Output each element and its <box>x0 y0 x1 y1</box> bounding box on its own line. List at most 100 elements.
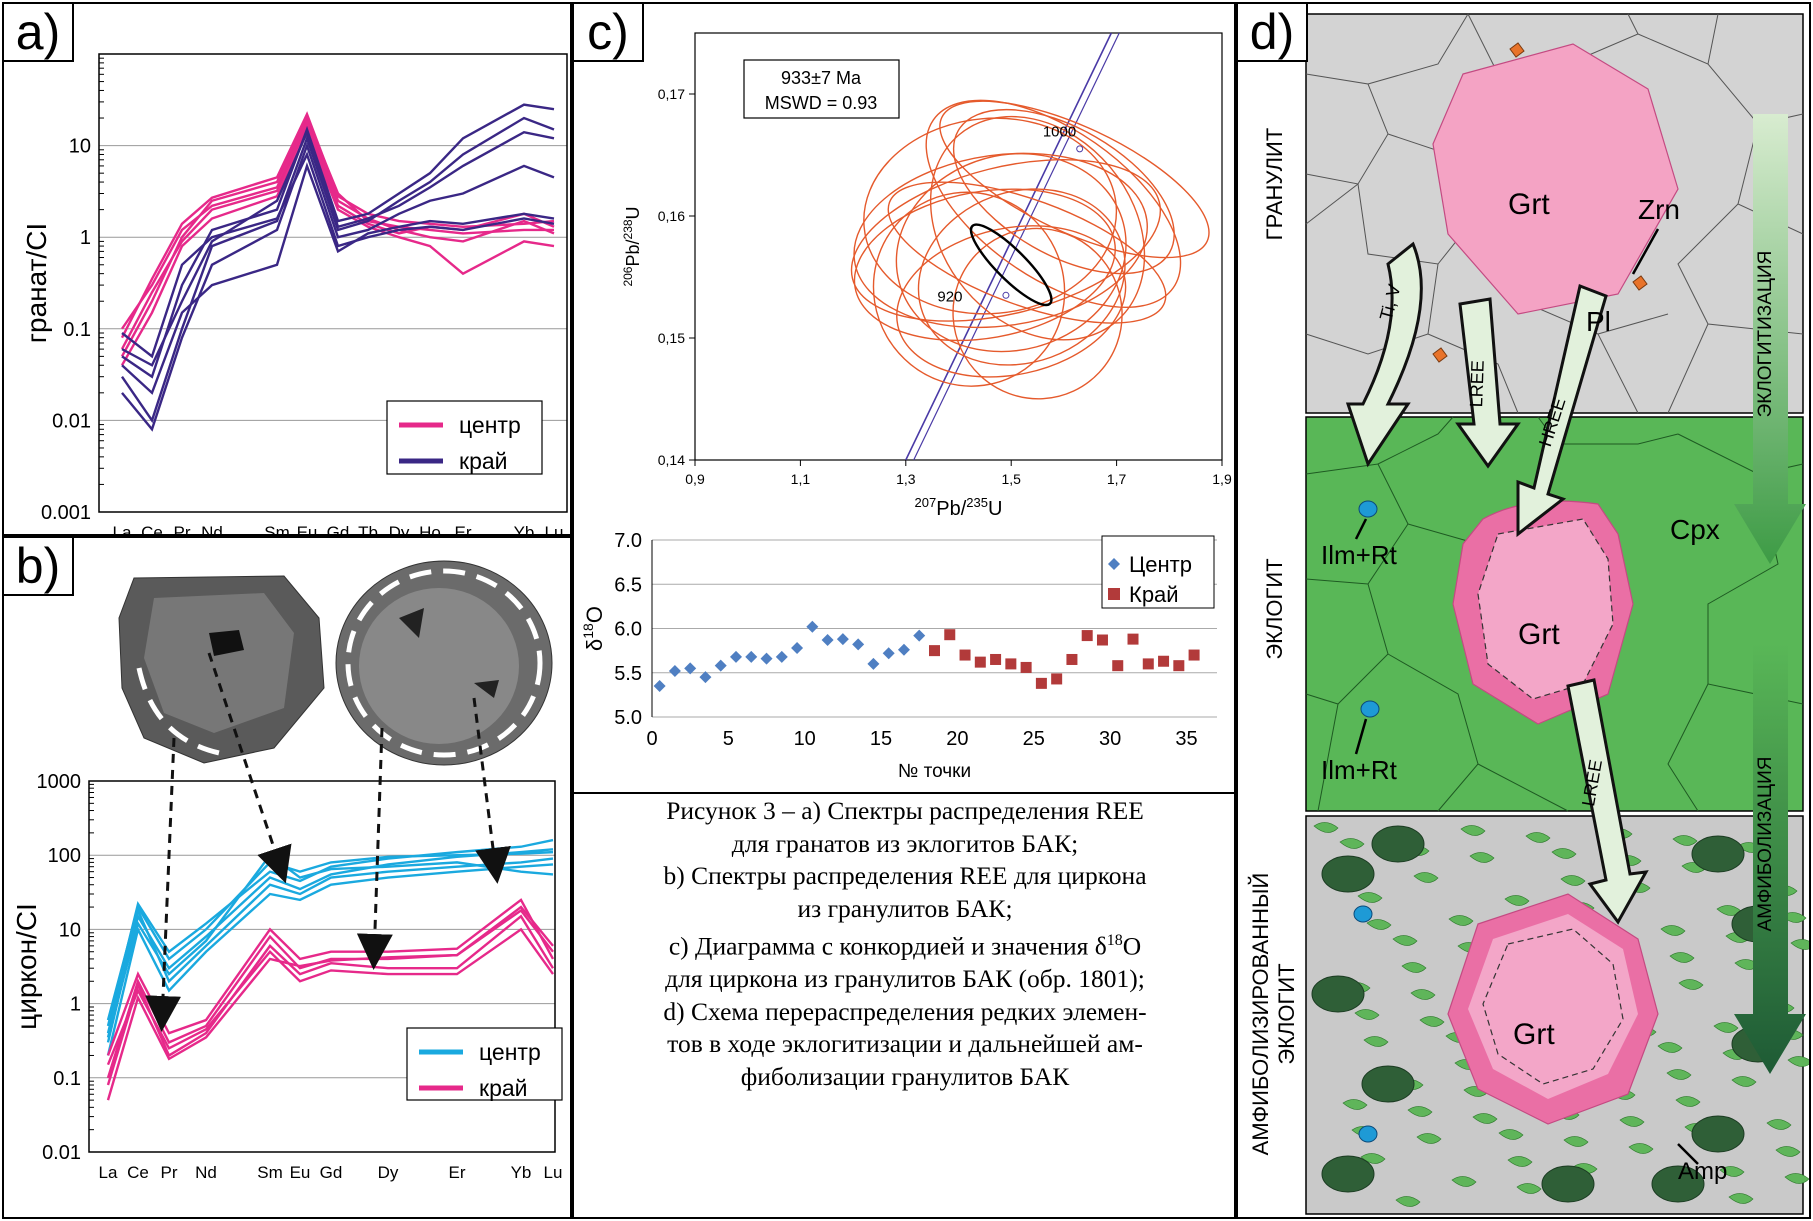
label-pl: Pl <box>1586 306 1611 337</box>
error-ellipse <box>895 152 1127 353</box>
grain-boundary <box>1667 323 1709 414</box>
grain-boundary <box>1427 333 1519 414</box>
y-tick-label: 0.1 <box>63 319 91 341</box>
y-axis-label: 206Pb/238U <box>621 206 643 286</box>
zircon-inclusion <box>209 630 244 656</box>
caption-line: c) Диаграмма с конкордией и значения δ18… <box>575 925 1235 963</box>
plot-frame <box>98 53 568 513</box>
legend-label: центр <box>479 1039 541 1065</box>
y-tick-label: 6.0 <box>614 619 642 641</box>
flux-arrow-ti-v <box>1345 241 1423 468</box>
caption-box <box>572 794 1236 1219</box>
stage-label-eclogite: ЭКЛОГИТ <box>1262 558 1287 659</box>
ilm-rt-pointer <box>1354 518 1368 540</box>
d18o-point-center <box>760 652 773 665</box>
y-tick-label: 1 <box>80 227 91 249</box>
grain-boundary <box>1305 183 1359 225</box>
error-ellipse <box>872 191 1066 387</box>
grain-boundary <box>1477 763 1569 812</box>
series-line <box>121 116 555 424</box>
panel-a: 0.001 0.01 0.1 1 10 La Ce Pr Nd Sm Eu Gd Tb Dy Ho Er Yb L… <box>2 2 572 536</box>
symplectite-worm <box>1560 875 1586 886</box>
grain-boundary <box>1667 683 1709 812</box>
flux-arrow-lree <box>1455 297 1521 469</box>
symplectite-worm <box>1628 1143 1654 1154</box>
d18o-point-rim <box>1066 653 1078 665</box>
panel-label-a: a) <box>2 2 74 62</box>
ilmenite-rutile-grain <box>1353 905 1373 923</box>
dashed-arrow <box>356 727 393 970</box>
symplectite-worm <box>1516 1183 1542 1194</box>
error-ellipse <box>929 115 1146 341</box>
x-tick-label: Eu <box>297 523 318 534</box>
symplectite-worm <box>1525 832 1551 843</box>
y-tick-label: 5.5 <box>614 663 642 685</box>
legend-swatch <box>1108 558 1120 570</box>
symplectite-worm <box>1342 1099 1368 1110</box>
dashed-arrow <box>472 697 511 884</box>
caption-line: b) Спектры распределения REE для циркона <box>663 861 1147 890</box>
panel-label-c: c) <box>572 2 644 62</box>
garnet-amph-boundary <box>1482 928 1624 1085</box>
x-tick-label: Yb <box>514 523 535 534</box>
panel-label-b: b) <box>2 536 74 596</box>
symplectite-worm <box>1784 1173 1809 1184</box>
label-zrn: Zrn <box>1638 194 1680 225</box>
symplectite-worm <box>1507 1156 1533 1167</box>
d18o-point-rim <box>1188 649 1200 661</box>
label-cpx: Cpx <box>1670 514 1720 545</box>
d18o-point-rim <box>959 649 971 661</box>
x-tick-label: 1,7 <box>1107 471 1127 487</box>
grain-boundary <box>1317 703 1339 812</box>
d18o-point-center <box>729 650 742 663</box>
label-amp: Amp <box>1678 1158 1727 1185</box>
x-axis-label: № точки <box>898 761 971 782</box>
y-tick-label: 1 <box>70 994 81 1016</box>
x-tick-label: 1,3 <box>896 471 916 487</box>
zircon-zone <box>359 588 519 744</box>
error-ellipse <box>887 181 1167 324</box>
symplectite-worm <box>1787 1056 1809 1067</box>
plot-frame <box>88 780 556 1153</box>
rim-outline <box>136 667 220 756</box>
garnet-granulite <box>1432 43 1679 315</box>
legend-box <box>1101 535 1215 609</box>
y-tick-label: 5.0 <box>614 707 642 729</box>
error-ellipse <box>853 152 1148 329</box>
zrn-pointer <box>1631 228 1660 275</box>
d18o-point-center <box>806 620 819 633</box>
flux-arrow-label: LREE <box>1466 360 1488 408</box>
caption-line: для циркона из гранулитов БАК (обр. 1801… <box>665 964 1145 993</box>
d18o-point-center <box>913 629 926 642</box>
d18o-point-rim <box>1142 658 1154 670</box>
caption-line: из гранулитов БАК; <box>797 893 1013 923</box>
d18o-point-center <box>668 664 681 677</box>
d18o-point-rim <box>974 656 986 668</box>
panel-c: 0,9 1,1 1,3 1,5 1,7 1,9 0,14 0,15 0,16 0,17 207Pb/… <box>572 2 1236 794</box>
series-line <box>121 128 555 367</box>
amphibole-grain <box>1321 1155 1375 1193</box>
d18o-point-center <box>684 662 697 675</box>
x-tick-label: 1,9 <box>1212 471 1232 487</box>
symplectite-worm <box>1498 1129 1524 1140</box>
figure-caption: Рисунок 3 – a) Спектры распределения REE… <box>575 795 1235 1093</box>
flux-arrow-hree <box>1516 283 1608 538</box>
symplectite-worm <box>1448 915 1474 926</box>
y-tick-label: 0.01 <box>42 1142 81 1164</box>
symplectite-worm <box>1416 1133 1442 1144</box>
error-ellipse <box>925 99 1182 308</box>
x-tick-label: 20 <box>946 728 968 750</box>
amphibole-grain <box>1361 1065 1415 1103</box>
zircon-grain-2 <box>335 560 553 766</box>
caption-line: d) Схема перераспределения редких элемен… <box>663 996 1147 1026</box>
zircon-grain <box>1432 347 1448 363</box>
grain-boundary <box>1367 13 1469 85</box>
d18o-point-rim <box>1020 661 1032 673</box>
d18o-point-rim <box>1096 634 1108 646</box>
symplectite-worm <box>1313 822 1339 833</box>
x-tick-label: Tb <box>358 523 378 534</box>
panel-label-d: d) <box>1236 2 1308 62</box>
symplectite-worm <box>1660 925 1686 936</box>
symplectite-worm <box>1551 848 1577 859</box>
x-tick-label: 25 <box>1023 728 1045 750</box>
